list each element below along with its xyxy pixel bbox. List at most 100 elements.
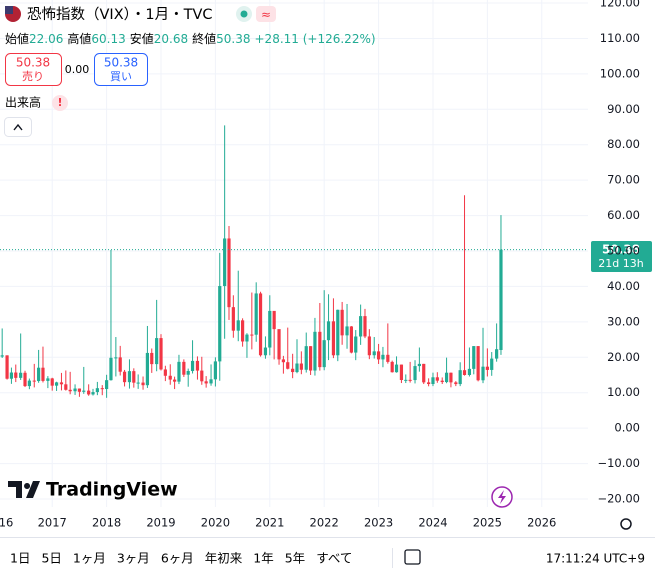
candle-body — [5, 355, 9, 379]
candle-body — [354, 336, 358, 353]
buy-label: 買い — [110, 70, 132, 83]
candle-body — [413, 366, 417, 381]
grid — [0, 0, 588, 507]
candle-body — [340, 309, 344, 336]
candle-body — [454, 382, 458, 385]
symbol-title: 恐怖指数（VIX）・1月・TVC — [27, 6, 213, 23]
candle-body — [14, 372, 18, 378]
range-button[interactable]: 5日 — [41, 551, 61, 566]
countdown: 21d 13h — [598, 257, 643, 270]
y-tick-label: 20.00 — [607, 350, 640, 364]
candle-body — [499, 249, 503, 350]
sell-price: 50.38 — [16, 56, 50, 70]
collapse-button[interactable] — [4, 117, 32, 137]
candle-body — [299, 363, 303, 370]
x-tick-label: 2020 — [201, 516, 230, 530]
status-dot — [240, 10, 248, 18]
date-range-icon[interactable] — [404, 549, 421, 565]
range-button[interactable]: 年初来 — [205, 551, 243, 566]
y-tick-label: 90.00 — [607, 102, 640, 116]
close-label: 終値 — [192, 31, 216, 46]
candle-body — [223, 238, 227, 287]
candle-body — [186, 371, 190, 375]
candle-body — [376, 351, 381, 360]
y-tick-label: 80.00 — [607, 137, 640, 151]
sell-label: 売り — [22, 70, 44, 83]
candle-body — [431, 377, 435, 385]
range-button[interactable]: 1日 — [10, 551, 30, 566]
candle-body — [109, 357, 113, 381]
candle-body — [359, 316, 363, 337]
x-tick-label: 2017 — [38, 516, 67, 530]
candle-body — [485, 366, 489, 370]
candle-body — [231, 307, 235, 331]
candle-body — [182, 361, 186, 375]
low-value: 20.68 — [154, 32, 188, 46]
candle-body — [254, 293, 258, 335]
y-tick-label: 70.00 — [607, 173, 640, 187]
range-button[interactable]: 3ヶ月 — [117, 551, 150, 566]
y-tick-label: 40.00 — [607, 279, 640, 293]
x-tick-label: 2018 — [92, 516, 121, 530]
y-tick-label: 10.00 — [607, 385, 640, 399]
y-tick-label: 60.00 — [607, 208, 640, 222]
candle-body — [209, 379, 213, 384]
clock: 17:11:24 UTC+9 — [546, 552, 645, 566]
candle-body — [313, 331, 317, 371]
buy-price: 50.38 — [104, 56, 138, 70]
high-value: 60.13 — [91, 32, 125, 46]
candle-body — [367, 336, 371, 356]
range-button[interactable]: 1年 — [253, 551, 273, 566]
candle-body — [95, 388, 99, 393]
collapse-icon — [13, 123, 23, 131]
candle-body — [363, 316, 367, 337]
delay-badge — [256, 6, 276, 22]
candle-body — [444, 372, 449, 383]
candle-body — [381, 354, 385, 360]
logo-mark — [8, 481, 40, 498]
y-tick-label: 120.00 — [600, 0, 640, 10]
candle-body — [91, 392, 95, 395]
candle-body — [46, 378, 50, 381]
candle-body — [73, 388, 77, 392]
low-label: 安値 — [130, 31, 154, 46]
candle-body — [318, 331, 322, 368]
sell-button[interactable] — [5, 53, 62, 86]
buy-button[interactable] — [94, 53, 148, 86]
range-button[interactable]: 5年 — [285, 551, 305, 566]
candle-body — [417, 363, 421, 367]
close-value: 50.38 — [216, 32, 250, 46]
range-button[interactable]: すべて — [316, 551, 352, 566]
candle-body — [277, 329, 281, 360]
candle-body — [427, 382, 431, 385]
candle-body — [87, 390, 91, 395]
y-tick-label: 30.00 — [607, 314, 640, 328]
candle-body — [190, 360, 195, 372]
range-button[interactable]: 6ヶ月 — [161, 551, 194, 566]
candle-body — [394, 364, 399, 373]
candle-body — [122, 371, 127, 383]
candle-body — [227, 238, 231, 308]
y-tick-label: 0.00 — [614, 421, 640, 435]
candle-body — [236, 320, 240, 331]
candle-body — [399, 364, 404, 380]
candle-body — [240, 320, 245, 342]
y-tick-label: 100.00 — [600, 66, 640, 80]
candle-body — [440, 380, 444, 383]
candle-body — [105, 380, 109, 390]
candle-body — [141, 382, 145, 386]
candle-body — [23, 372, 27, 387]
candle-body — [467, 368, 472, 375]
volume-warning[interactable] — [52, 95, 68, 111]
candle-body — [64, 384, 68, 390]
range-button[interactable]: 1ヶ月 — [73, 551, 106, 566]
candle-body — [386, 354, 390, 362]
x-tick-label: 2021 — [255, 516, 284, 530]
candle-body — [195, 360, 200, 371]
settings-icon[interactable] — [620, 518, 632, 530]
candle-body — [0, 355, 4, 357]
candle-body — [54, 382, 59, 386]
candle-body — [159, 338, 163, 370]
y-tick-label: −10.00 — [597, 456, 640, 470]
